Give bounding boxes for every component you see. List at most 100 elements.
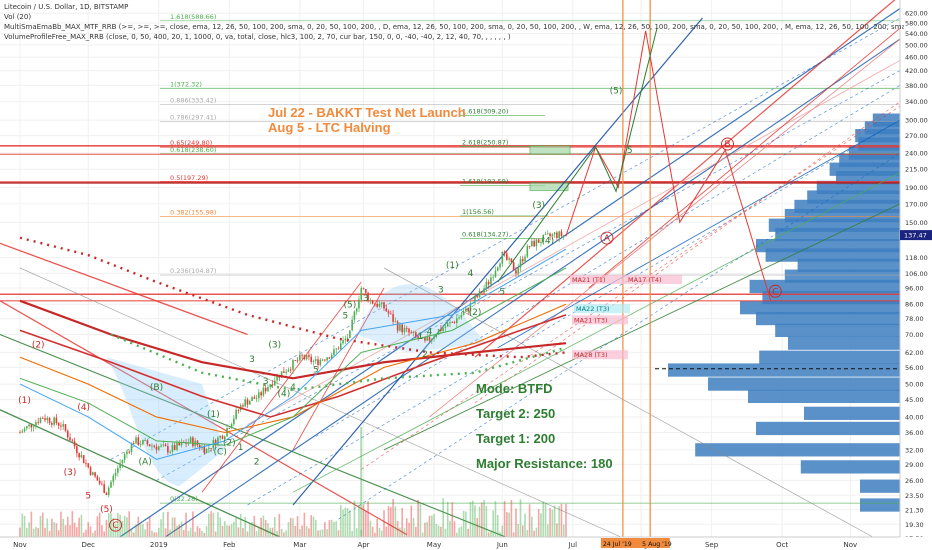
- candle-body: [526, 246, 529, 257]
- candle-body: [221, 435, 224, 439]
- candle-body: [365, 289, 367, 293]
- volume-bar: [192, 511, 194, 537]
- candle-body: [287, 369, 290, 372]
- volume-bar: [330, 519, 333, 537]
- extension-label: 2.618(250.87): [462, 138, 508, 146]
- wave-label: 2: [422, 350, 428, 360]
- volume-profile-bar: [788, 336, 900, 350]
- volume-bar: [226, 525, 228, 537]
- wave-label: A: [604, 234, 611, 244]
- candle-body: [253, 397, 256, 399]
- candle-body: [433, 336, 435, 339]
- volume-bar: [430, 515, 433, 537]
- volume-bar: [540, 513, 542, 537]
- candle-body: [260, 392, 262, 396]
- time-tick-label: Dec: [81, 541, 95, 549]
- volume-bar: [553, 505, 556, 537]
- candle-body: [107, 487, 110, 496]
- candle-body: [280, 371, 283, 378]
- candle-body: [126, 451, 128, 455]
- volume-bar: [44, 527, 46, 537]
- price-tick-label: 540.00: [905, 30, 928, 38]
- wave-label: (3): [64, 468, 77, 478]
- volume-bar: [405, 518, 408, 537]
- candle-body: [230, 424, 233, 429]
- candle-body: [465, 308, 467, 312]
- ma-line: [19, 303, 567, 434]
- candle-body: [301, 354, 303, 356]
- price-tick-label: 118.00: [905, 254, 928, 262]
- ma-label: MA21 (T3): [574, 316, 608, 324]
- volume-bar: [301, 525, 303, 537]
- time-marker-label: 24 Jul '19: [603, 541, 632, 548]
- time-marker-label: 5 Aug '19: [642, 541, 672, 548]
- candle-body: [223, 436, 226, 439]
- wave-label: 4: [427, 328, 433, 338]
- candle-body: [92, 472, 94, 475]
- volume-bar: [110, 513, 112, 537]
- candle-body: [205, 448, 208, 454]
- candle-body: [540, 241, 542, 243]
- candle-body: [310, 356, 312, 362]
- candle-body: [535, 239, 538, 247]
- candle-body: [85, 462, 87, 464]
- volume-bar: [205, 526, 208, 537]
- volume-bar: [481, 502, 483, 537]
- volume-bar: [155, 532, 158, 537]
- price-tick-label: 460.00: [905, 54, 928, 62]
- wave-label: C: [112, 521, 118, 531]
- candle-body: [276, 375, 278, 381]
- volume-bar: [201, 530, 203, 537]
- price-axis-bg: [900, 0, 932, 550]
- candle-body: [110, 481, 112, 488]
- candle-body: [244, 399, 247, 407]
- candle-body: [556, 232, 558, 238]
- fib-label: 0.382(155.98): [170, 208, 216, 216]
- fib-label: 0.236(104.87): [170, 267, 216, 275]
- candle-body: [44, 418, 46, 421]
- volume-bar: [276, 530, 278, 537]
- volume-bar: [492, 510, 494, 537]
- trendline: [497, 119, 901, 349]
- trendline: [247, 60, 901, 425]
- candle-body: [512, 262, 515, 271]
- candle-body: [294, 360, 297, 361]
- trendline: [0, 409, 294, 544]
- volume-bar: [471, 500, 474, 537]
- candle-body: [32, 426, 35, 428]
- volume-bar: [503, 501, 506, 537]
- volume-bar: [551, 509, 554, 537]
- volume-profile-bar: [748, 389, 900, 403]
- candle-body: [560, 231, 563, 237]
- candle-body: [412, 332, 415, 334]
- volume-bar: [544, 502, 547, 537]
- candle-body: [144, 440, 146, 441]
- candle-body: [73, 441, 76, 447]
- volume-bar: [483, 500, 485, 537]
- volume-bar: [203, 532, 206, 537]
- volume-bar: [69, 525, 71, 537]
- price-tick-label: 380.00: [905, 82, 928, 90]
- trendline: [429, 38, 901, 418]
- candle-body: [303, 355, 306, 360]
- wave-label: 1: [238, 443, 244, 453]
- trendlines: [0, 0, 901, 550]
- candle-body: [487, 281, 490, 285]
- candle-body: [374, 303, 376, 305]
- volume-bar: [308, 528, 310, 537]
- price-tick-label: 500.00: [905, 41, 928, 49]
- volume-bar: [92, 532, 94, 537]
- ma-label: MA22 (T3): [576, 305, 610, 313]
- volume-bar: [549, 507, 551, 537]
- volume-profile-bar: [797, 258, 900, 272]
- ma-line: [19, 248, 567, 460]
- candle-body: [39, 418, 42, 423]
- volume-bar: [360, 529, 363, 537]
- trendline-dashed: [474, 101, 901, 404]
- time-tick-label: Nov: [844, 541, 858, 549]
- volume-bar: [412, 518, 415, 537]
- volume-bar: [37, 527, 39, 537]
- wave-label: B: [724, 140, 730, 150]
- candle-body: [542, 234, 545, 242]
